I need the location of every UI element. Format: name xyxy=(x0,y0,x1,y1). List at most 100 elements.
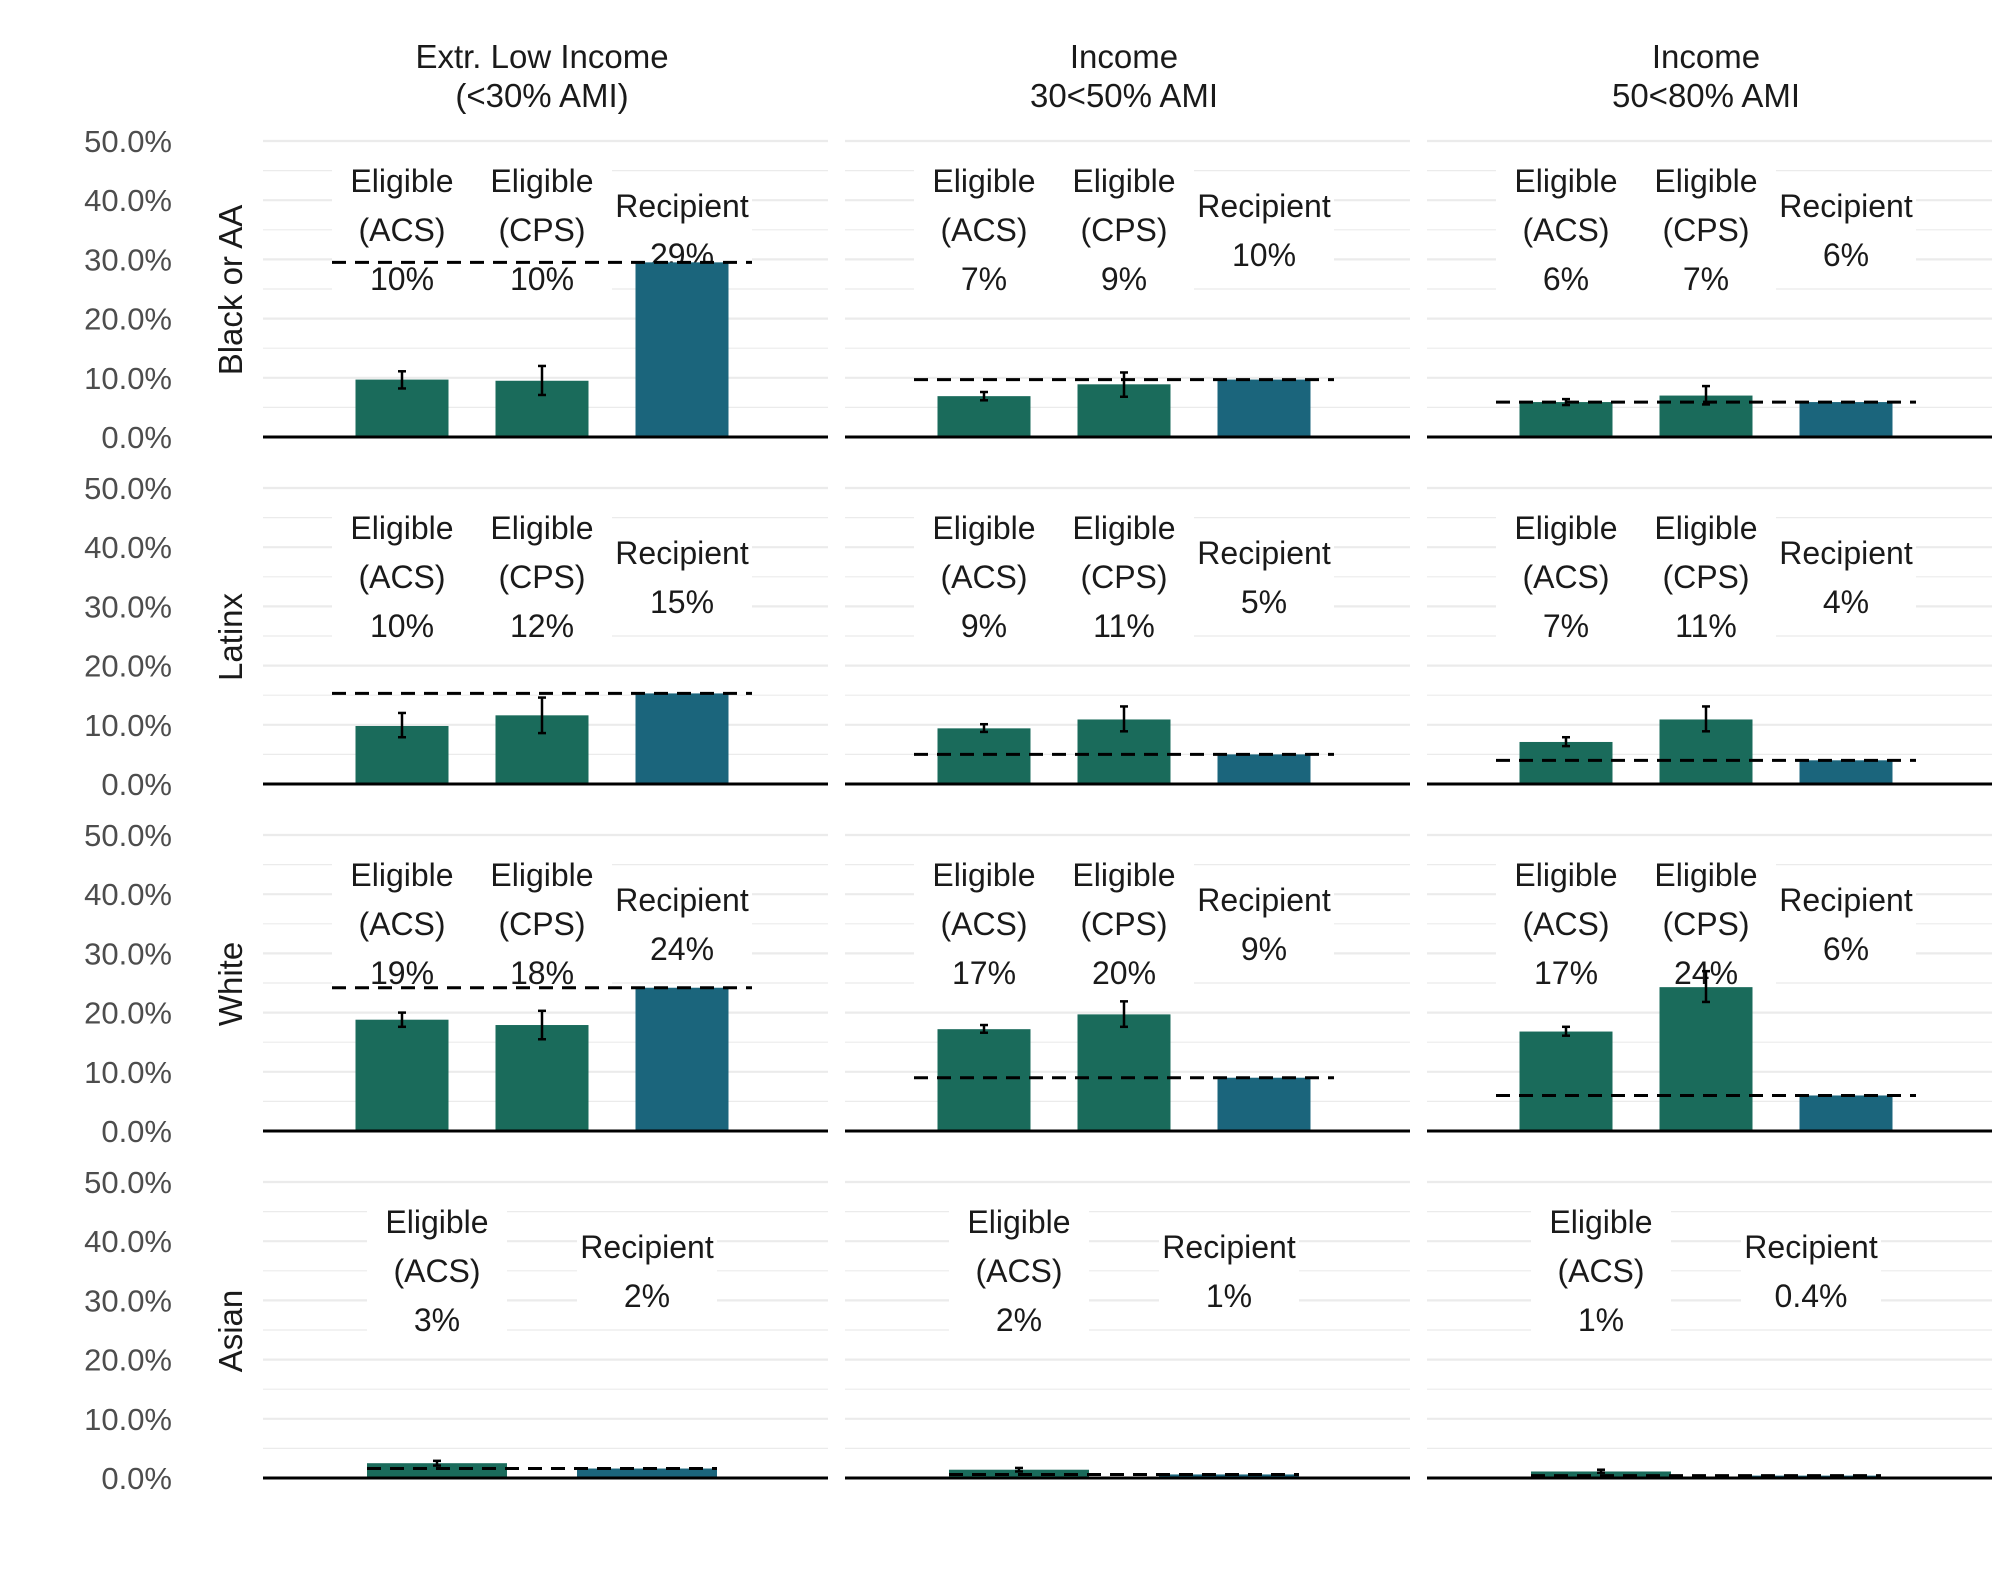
bar-label: (CPS) xyxy=(1662,906,1749,942)
bar-label: Recipient xyxy=(1779,188,1913,224)
bar-label: Eligible xyxy=(350,510,453,546)
y-axis-ticks-row-2: 0.0% 10.0% 20.0% 30.0% 40.0% 50.0% xyxy=(84,471,172,802)
error-bar xyxy=(538,1009,546,1041)
y-tick-label: 40.0% xyxy=(84,877,172,912)
panel-r4-c2: Eligible (ACS) 2% Recipient 1% xyxy=(845,1180,1410,1480)
y-tick-label: 50.0% xyxy=(84,124,172,159)
y-tick-label: 50.0% xyxy=(84,471,172,506)
y-tick-label: 10.0% xyxy=(84,1055,172,1090)
error-bar xyxy=(398,711,406,739)
bar-label: 10% xyxy=(1232,237,1296,273)
error-bar xyxy=(1120,371,1128,398)
panel-r1-c1: Eligible (ACS) 10% Eligible (CPS) 10% Recipien… xyxy=(263,139,828,439)
panel-r3-c3: Eligible(ACS)17%Eligible(CPS)24%Recipien… xyxy=(1427,833,1992,1133)
y-tick-label: 20.0% xyxy=(84,649,172,684)
error-bar xyxy=(538,696,546,735)
y-tick-label: 0.0% xyxy=(101,767,172,802)
bar-label: Eligible xyxy=(1514,857,1617,893)
bar-label: Eligible xyxy=(1654,163,1757,199)
bar-label-background xyxy=(1194,528,1334,630)
bar-label: (ACS) xyxy=(940,906,1027,942)
bar-label-background xyxy=(332,503,472,654)
y-tick-label: 40.0% xyxy=(84,183,172,218)
bar-label-background xyxy=(577,1222,717,1324)
eligible-bar xyxy=(1659,987,1753,1131)
column-title-1-line2: (<30% AMI) xyxy=(455,77,628,114)
bar-label: 11% xyxy=(1093,608,1155,644)
error-bar xyxy=(1597,1468,1605,1474)
bar-label: (ACS) xyxy=(358,212,445,248)
panels: 0.0% 10.0% 20.0% 30.0% 40.0% 50.0% Eligible (AC… xyxy=(84,124,1992,1496)
bar-label-background xyxy=(1194,181,1334,283)
y-tick-label: 50.0% xyxy=(84,818,172,853)
bar-label-background xyxy=(612,528,752,630)
bar-label: (CPS) xyxy=(1080,212,1167,248)
error-bar xyxy=(433,1459,441,1467)
bar-label-background xyxy=(332,156,472,307)
bar-label-background xyxy=(1531,1197,1671,1348)
bar-label-background xyxy=(1776,528,1916,630)
bar-label: Eligible xyxy=(490,510,593,546)
error-bar xyxy=(1120,705,1128,733)
bar-label-background xyxy=(1741,1222,1881,1324)
bar-label: Recipient xyxy=(1779,535,1913,571)
bar-label: (ACS) xyxy=(1557,1253,1644,1289)
bar-label-background xyxy=(914,156,1054,307)
panel-r2-c1: Eligible (ACS) 10% Eligible (CPS) 12% Recipien… xyxy=(263,486,828,786)
eligible-bar xyxy=(937,728,1031,784)
bar-label: 9% xyxy=(1101,261,1147,297)
panel-r4-c3: Eligible (ACS) 1% Recipient 0.4% xyxy=(1427,1180,1992,1480)
bar-label: 9% xyxy=(961,608,1007,644)
bar-label: Eligible xyxy=(932,510,1035,546)
y-tick-label: 30.0% xyxy=(84,1283,172,1318)
bar-label: Recipient xyxy=(615,882,749,918)
bar-label: Recipient xyxy=(615,535,749,571)
bar-label: 2% xyxy=(624,1278,670,1314)
error-bar xyxy=(398,370,406,390)
bar-label: (CPS) xyxy=(1080,559,1167,595)
y-tick-label: 40.0% xyxy=(84,1224,172,1259)
bar-label: (CPS) xyxy=(498,559,585,595)
bar-label: 12% xyxy=(510,608,574,644)
bar-label: 24% xyxy=(650,931,714,967)
bar-label: (ACS) xyxy=(1522,559,1609,595)
error-bar xyxy=(980,390,988,402)
error-bar xyxy=(980,722,988,734)
bar-label: Eligible xyxy=(1072,163,1175,199)
bar-label: Recipient xyxy=(1162,1229,1296,1265)
y-tick-label: 50.0% xyxy=(84,1165,172,1200)
bar-label: 1% xyxy=(1578,1302,1624,1338)
bar-label: 10% xyxy=(370,608,434,644)
bar-label: Recipient xyxy=(1197,188,1331,224)
bar-label-background xyxy=(1776,875,1916,977)
panel-r1-c2: Eligible (ACS) 7% Eligible (CPS) 9% Recipient 1… xyxy=(845,139,1410,439)
error-bar xyxy=(1562,735,1570,748)
bar-label: (CPS) xyxy=(498,212,585,248)
panel-r1-c3: Eligible (ACS) 6% Eligible (CPS) 7% Recipient 6… xyxy=(1427,139,1992,439)
row-label-4: Asian xyxy=(212,1290,249,1373)
y-tick-label: 40.0% xyxy=(84,530,172,565)
column-title-1-line1: Extr. Low Income xyxy=(415,38,668,75)
bar-label-background xyxy=(367,1197,507,1348)
bar-label: (CPS) xyxy=(1662,559,1749,595)
y-tick-label: 20.0% xyxy=(84,302,172,337)
y-tick-label: 20.0% xyxy=(84,996,172,1031)
recipient-bar xyxy=(635,987,729,1131)
bar-label-background xyxy=(1194,875,1334,977)
bar-label: 7% xyxy=(1543,608,1589,644)
bar-label: 3% xyxy=(414,1302,460,1338)
bar-label: 6% xyxy=(1823,931,1869,967)
row-label-2: Latinx xyxy=(212,592,249,681)
bar-label: (ACS) xyxy=(940,559,1027,595)
recipient-bar xyxy=(1799,402,1893,437)
y-tick-label: 30.0% xyxy=(84,936,172,971)
recipient-bar xyxy=(1217,1077,1311,1131)
recipient-bar xyxy=(577,1468,717,1478)
eligible-bar xyxy=(367,1463,507,1478)
recipient-bar xyxy=(1799,760,1893,784)
y-tick-label: 0.0% xyxy=(101,420,172,455)
bar-label: Eligible xyxy=(1654,857,1757,893)
panel-r3-c1: Eligible (ACS) 19% Eligible (CPS) 18% Recipien… xyxy=(263,833,828,1133)
bar-label-background xyxy=(1054,503,1194,654)
